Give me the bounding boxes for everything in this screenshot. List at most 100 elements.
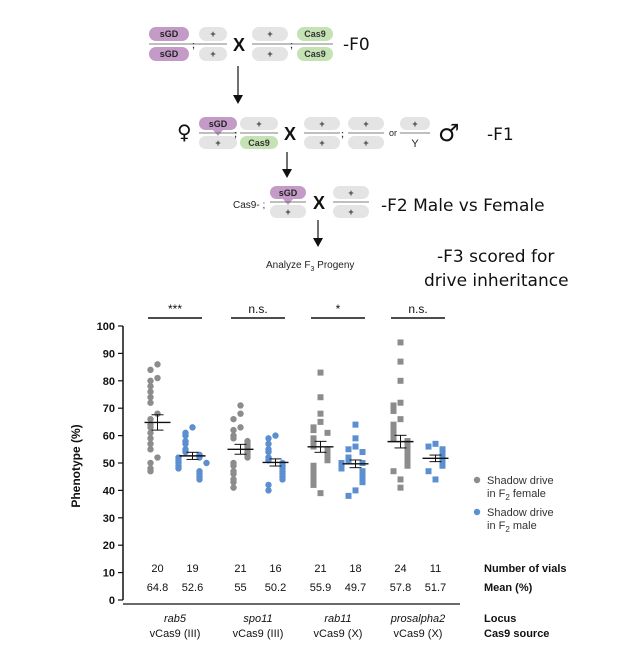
data-point xyxy=(359,460,366,466)
y-tick-label: 90 xyxy=(103,348,115,360)
f0-female-sgd-top xyxy=(149,27,189,41)
male-points-prosalpha2-mean xyxy=(422,454,449,463)
cas9-source-rab5: vCas9 (III) xyxy=(150,628,201,640)
female-points-spo11-mean xyxy=(227,443,254,455)
data-point xyxy=(397,476,404,483)
f2-cross-symbol: X xyxy=(313,193,325,213)
crossing-diagram: sGD sGD ; + + X + + ; Cas9 Cas9 -F0 xyxy=(149,27,569,291)
data-point xyxy=(390,435,397,442)
f1-female-plus-bottom xyxy=(199,136,237,149)
data-point xyxy=(189,424,196,431)
f0-cross: sGD sGD ; + + X + + ; Cas9 Cas9 -F0 xyxy=(149,27,370,61)
f0-female-sgd-bottom-label: sGD xyxy=(160,49,179,59)
f0-female-sgd-top-label: sGD xyxy=(160,29,179,39)
y-tick-label: 70 xyxy=(103,403,115,415)
f1-female-plus-top xyxy=(240,117,278,130)
f1-male-plus-x xyxy=(400,117,430,130)
data-point xyxy=(154,454,161,461)
legend-label-line2: in F2 male xyxy=(487,520,537,534)
significance-brackets: *** n.s. * n.s. xyxy=(148,302,445,319)
f3-label-line1: -F3 scored for xyxy=(437,247,554,267)
data-point xyxy=(147,415,154,423)
mean-value: 57.8 xyxy=(390,582,411,594)
mean-value: 52.6 xyxy=(182,582,203,594)
data-point xyxy=(310,481,317,488)
male-symbol: ♂ xyxy=(438,119,460,147)
data-point xyxy=(230,462,237,469)
female-symbol: ♀ xyxy=(177,120,192,144)
data-point xyxy=(425,443,432,450)
data-point xyxy=(352,443,359,450)
legend-marker xyxy=(473,508,481,516)
data-point xyxy=(397,339,404,346)
arrow-f1-f2-head xyxy=(282,169,292,178)
significance-label: n.s. xyxy=(408,302,427,316)
mean-label: Mean (%) xyxy=(484,582,533,594)
mean-value: 55.9 xyxy=(310,582,331,594)
f1-male-semicolon: ; xyxy=(341,129,344,139)
f1-cross-symbol: X xyxy=(284,124,296,144)
data-point xyxy=(317,369,324,376)
arrow-f2-f3-head xyxy=(313,238,323,247)
significance-label: n.s. xyxy=(248,302,267,316)
y-tick-label: 50 xyxy=(103,458,115,470)
data-point xyxy=(147,383,154,390)
legend-marker xyxy=(473,476,481,484)
data-point xyxy=(279,476,286,483)
f0-male-semicolon: ; xyxy=(290,40,293,50)
f2-prefix: Cas9- ; xyxy=(233,200,265,211)
f1-female-plus-top-label: + xyxy=(256,119,261,129)
y-tick-label: 10 xyxy=(103,568,115,580)
female-points-rab5-mean xyxy=(144,414,171,431)
data-point xyxy=(425,468,432,475)
male-points-rab11 xyxy=(338,421,366,499)
legend-label-line2: in F2 female xyxy=(487,488,546,502)
data-point xyxy=(265,435,272,442)
data-point xyxy=(237,402,244,409)
f2-label: -F2 Male vs Female xyxy=(381,196,545,216)
y-tick-label: 100 xyxy=(97,321,115,333)
legend-label-line1: Shadow drive xyxy=(487,475,554,487)
data-point xyxy=(397,484,404,491)
data-point xyxy=(390,421,397,428)
male-points-rab5-mean xyxy=(179,451,206,460)
cas9-source-rab11: vCas9 (X) xyxy=(314,628,363,640)
data-point xyxy=(265,481,272,489)
locus-rab5: rab5 xyxy=(164,613,187,625)
data-point xyxy=(147,440,154,448)
data-point xyxy=(390,468,397,475)
data-point xyxy=(432,476,439,483)
data-point xyxy=(147,468,154,475)
cas9-source-label: Cas9 source xyxy=(484,628,549,640)
y-axis-label: Phenotype (%) xyxy=(69,424,83,507)
data-point xyxy=(359,479,366,486)
data-point xyxy=(317,418,324,425)
f1-female-cas9 xyxy=(240,136,278,149)
mean-bars xyxy=(144,414,449,469)
data-point xyxy=(397,416,404,423)
data-point xyxy=(265,487,272,494)
vial-count: 21 xyxy=(314,563,326,575)
f2-plus-bottom-label: + xyxy=(285,207,290,217)
f0-female-plus-bottom xyxy=(199,47,227,61)
f0-female-semicolon: ; xyxy=(192,40,195,50)
data-point xyxy=(310,462,317,469)
data-point xyxy=(397,399,404,406)
f1-male-plus-3 xyxy=(348,117,384,130)
mean-value: 49.7 xyxy=(345,582,366,594)
data-point xyxy=(147,435,154,442)
arrow-f0-f1-head xyxy=(233,95,243,104)
f1-male-plus-4-label: + xyxy=(363,138,368,148)
data-point xyxy=(390,427,397,434)
data-point xyxy=(397,377,404,384)
data-point xyxy=(175,465,182,472)
data-point xyxy=(345,492,352,499)
data-point xyxy=(147,394,154,401)
f2-male-plus-top xyxy=(333,186,369,199)
f1-female-sgd xyxy=(199,117,237,130)
data-point xyxy=(310,427,317,434)
data-point xyxy=(147,429,154,437)
data-point xyxy=(317,410,324,417)
data-point xyxy=(147,446,154,453)
data-point xyxy=(230,415,237,423)
